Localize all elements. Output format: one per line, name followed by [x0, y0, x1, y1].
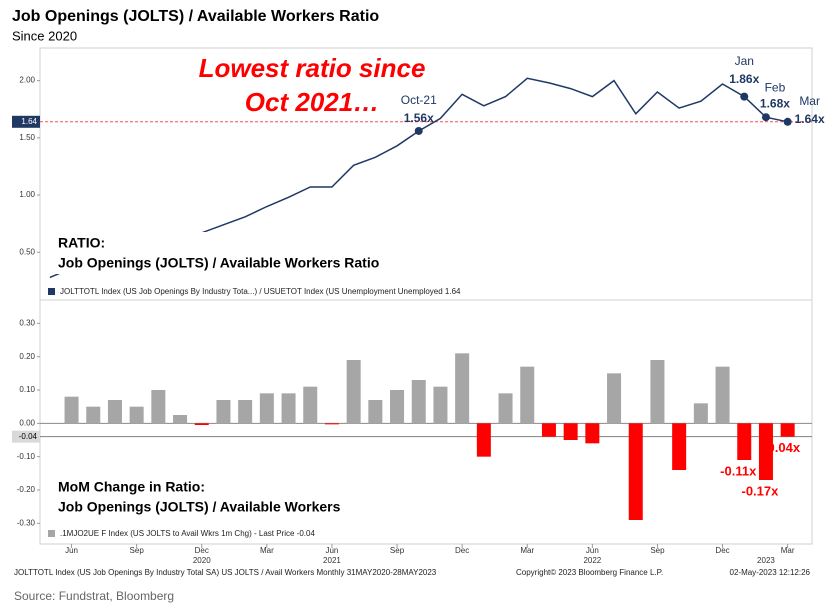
point-name: Mar: [799, 94, 820, 108]
y-tick-label: -0.20: [17, 485, 36, 494]
footer-right: 02-May-2023 12:12:26: [730, 568, 811, 577]
point-marker: [414, 126, 423, 135]
reference-tag: [12, 430, 40, 443]
bar: [758, 423, 773, 480]
bar: [390, 390, 405, 424]
footer-left: JOLTTOTL Index (US Job Openings By Indus…: [14, 568, 437, 577]
bar: [129, 406, 144, 424]
bar: [607, 373, 622, 424]
reference-tag-label: 1.64: [21, 117, 37, 126]
bar: [433, 386, 448, 424]
panel-label: Job Openings (JOLTS) / Available Workers…: [58, 255, 379, 271]
y-tick-label: 0.00: [19, 418, 35, 427]
bar: [585, 423, 600, 444]
panel-label: MoM Change in Ratio:: [58, 479, 205, 495]
x-tick-label: Mar: [520, 546, 534, 555]
bar-value-label: -0.11x: [720, 463, 757, 478]
bar: [346, 360, 361, 424]
bar: [86, 406, 101, 424]
x-tick-label: Dec: [455, 546, 469, 555]
bar: [259, 393, 274, 424]
x-tick-label: Sep: [130, 546, 145, 555]
y-tick-label: 0.30: [19, 318, 35, 327]
legend-label: .1MJO2UE F Index (US JOLTS to Avail Wkrs…: [60, 529, 315, 538]
x-tick-label: Mar: [260, 546, 274, 555]
y-tick-label: -0.10: [17, 452, 36, 461]
bar: [216, 400, 231, 424]
bar: [368, 400, 383, 424]
point-name: Feb: [765, 80, 786, 94]
x-tick-label: Sep: [650, 546, 665, 555]
annotation: Lowest ratio since: [199, 53, 426, 83]
bar: [107, 400, 122, 424]
point-value-label: 1.68x: [760, 96, 790, 110]
bar: [650, 360, 665, 424]
bar: [411, 380, 426, 424]
annotation: Oct 2021…: [245, 87, 379, 117]
point-name: Jan: [735, 54, 754, 68]
bar: [455, 353, 470, 424]
x-tick-label: Dec: [715, 546, 729, 555]
point-name: Oct-21: [401, 93, 437, 107]
point-value-label: 1.86x: [729, 72, 759, 86]
y-tick-label: -0.30: [17, 518, 36, 527]
x-tick-label: Mar: [781, 546, 795, 555]
bar: [476, 423, 491, 457]
title: Job Openings (JOLTS) / Available Workers…: [12, 8, 379, 25]
point-marker: [740, 92, 749, 101]
y-tick-label: 0.10: [19, 385, 35, 394]
x-year-label: 2022: [583, 556, 601, 565]
point-marker: [783, 117, 792, 126]
y-tick-label: 1.00: [19, 190, 35, 199]
bottom-frame: [39, 299, 813, 545]
panel-label: RATIO:: [58, 235, 105, 251]
panel-label: Job Openings (JOLTS) / Available Workers: [58, 499, 341, 515]
bar: [693, 403, 708, 424]
legend-swatch: [48, 288, 55, 295]
bar: [737, 423, 752, 460]
bar: [238, 400, 253, 424]
bar: [194, 423, 209, 425]
bar-value-label: -0.17x: [742, 483, 780, 498]
bar: [628, 423, 643, 520]
x-year-label: 2021: [323, 556, 341, 565]
x-year-label: 2023: [757, 556, 775, 565]
y-tick-label: 1.50: [19, 133, 35, 142]
bar: [520, 366, 535, 424]
bar-value-label: -0.04x: [763, 440, 801, 455]
legend-swatch: [48, 530, 55, 537]
bar: [151, 390, 166, 424]
x-year-label: 2020: [193, 556, 211, 565]
legend-label: JOLTTOTL Index (US Job Openings By Indus…: [60, 287, 461, 296]
bar: [281, 393, 296, 424]
reference-tag-label: -0.04: [19, 432, 38, 441]
x-tick-label: Jun: [65, 546, 78, 555]
bar: [498, 393, 513, 424]
y-tick-label: 0.50: [19, 247, 35, 256]
bar: [173, 415, 188, 424]
point-value-label: 1.56x: [404, 111, 434, 125]
bar: [780, 423, 795, 437]
x-tick-label: Sep: [390, 546, 405, 555]
source: Source: Fundstrat, Bloomberg: [14, 589, 174, 603]
subtitle: Since 2020: [12, 28, 77, 43]
bar: [64, 396, 79, 424]
bar: [324, 423, 339, 425]
x-tick-label: Dec: [195, 546, 209, 555]
y-tick-label: 0.20: [19, 352, 35, 361]
label-mask: [54, 232, 354, 274]
point-value-label: 1.64x: [795, 112, 825, 126]
bar: [541, 423, 556, 437]
y-tick-label: 2.00: [19, 76, 35, 85]
bar: [715, 366, 730, 424]
x-tick-label: Jun: [586, 546, 599, 555]
x-tick-label: Jun: [325, 546, 338, 555]
bar: [303, 386, 318, 424]
footer-center: Copyright© 2023 Bloomberg Finance L.P.: [516, 568, 663, 577]
point-marker: [761, 113, 770, 122]
bar: [563, 423, 578, 440]
bar: [672, 423, 687, 470]
reference-tag: [12, 115, 40, 128]
